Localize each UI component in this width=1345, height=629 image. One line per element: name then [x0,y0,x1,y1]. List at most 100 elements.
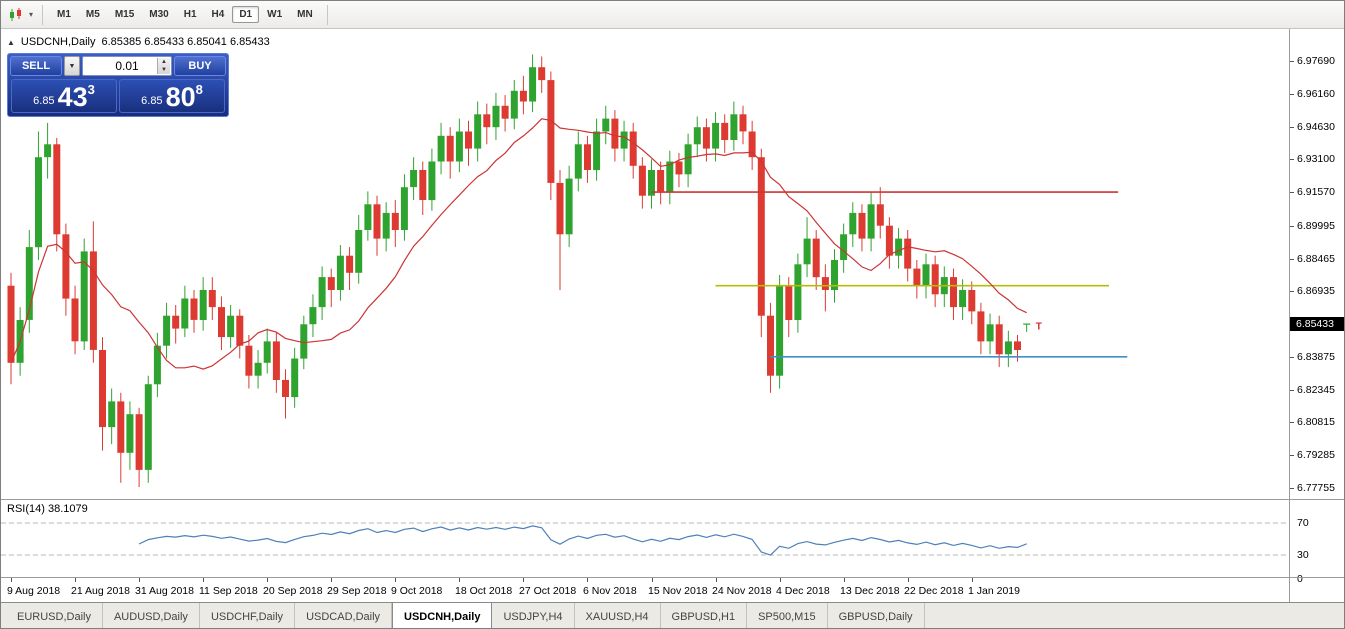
sell-price-pips: 43 [57,82,88,112]
sell-price-pipette: 3 [87,82,95,97]
buy-price-main: 6.85 [141,95,163,107]
date-axis-tick [11,578,12,582]
timeframe-buttons: M1 M5 M15 M30 H1 H4 D1 W1 MN [50,6,320,23]
date-axis-label: 21 Aug 2018 [71,585,130,597]
date-axis-tick [267,578,268,582]
volume-spinner[interactable]: ▲ ▼ [157,58,170,74]
timeframe-toolbar: ▾ M1 M5 M15 M30 H1 H4 D1 W1 MN [1,1,1344,29]
price-axis-tick [1290,455,1294,456]
toolbar-separator [326,4,328,25]
chart-tab-9-gbpusd-daily[interactable]: GBPUSD,Daily [828,603,925,628]
chart-tab-2-usdchf-daily[interactable]: USDCHF,Daily [200,603,296,628]
date-axis-tick [139,578,140,582]
price-axis-label: 6.79285 [1297,449,1335,461]
sell-price-main: 6.85 [33,95,55,107]
date-axis-label: 9 Aug 2018 [7,585,61,597]
sell-price-button[interactable]: 6.85 43 3 [11,79,117,113]
chart-header: ▲ USDCNH,Daily 6.85385 6.85433 6.85041 6… [7,36,270,48]
price-axis-label: 6.77755 [1297,482,1335,494]
price-axis-tick [1290,390,1294,391]
trade-marker[interactable]: T [1036,321,1042,332]
candlestick-icon [10,7,21,21]
volume-value: 0.01 [115,59,139,73]
date-axis-label: 4 Dec 2018 [776,585,830,597]
price-axis-tick [1290,488,1294,489]
price-axis-tick [1290,61,1294,62]
date-axis-label: 22 Dec 2018 [904,585,964,597]
spinner-down-icon[interactable]: ▼ [161,67,167,73]
date-axis-tick [203,578,204,582]
chart-tab-4-usdcnh-daily[interactable]: USDCNH,Daily [392,603,493,628]
buy-price-button[interactable]: 6.85 80 8 [119,79,225,113]
one-click-collapse-icon[interactable]: ▲ [7,37,15,47]
candles [7,54,1031,487]
price-axis-tick [1290,226,1294,227]
date-axis-tick [972,578,973,582]
chart-tab-6-xauusd-h4[interactable]: XAUUSD,H4 [575,603,661,628]
rsi-panel[interactable]: RSI(14) 38.1079 [1,500,1289,577]
date-axis-tick [395,578,396,582]
timeframe-button-w1[interactable]: W1 [267,9,283,20]
price-axis-label: 6.86935 [1297,285,1335,297]
toolbar-separator [42,4,44,25]
timeframe-button-mn[interactable]: MN [297,9,313,20]
volume-input[interactable]: 0.01 ▲ ▼ [82,56,172,76]
date-axis[interactable]: 9 Aug 2018 21 Aug 2018 31 Aug 2018 11 Sep 2… [1,578,1289,602]
chart-tab-5-usdjpy-h4[interactable]: USDJPY,H4 [492,603,575,628]
sell-button[interactable]: SELL [10,56,62,76]
date-axis-label: 27 Oct 2018 [519,585,577,597]
date-axis-tick [716,578,717,582]
rsi-indicator-label: RSI(14) 38.1079 [7,503,88,515]
chart-tab-1-audusd-daily[interactable]: AUDUSD,Daily [103,603,200,628]
chart-tab-7-gbpusd-h1[interactable]: GBPUSD,H1 [661,603,748,628]
timeframe-button-m30[interactable]: M30 [149,9,169,20]
timeframe-button-m1[interactable]: M1 [57,9,71,20]
rsi-chart-canvas[interactable] [1,500,1289,577]
date-axis-label: 18 Oct 2018 [455,585,513,597]
chart-tab-0-eurusd-daily[interactable]: EURUSD,Daily [6,603,103,628]
buy-price-pips: 80 [165,82,196,112]
date-axis-tick [459,578,460,582]
buy-button[interactable]: BUY [174,56,226,76]
spinner-up-icon[interactable]: ▲ [161,59,167,65]
price-chart-canvas[interactable]: T [1,29,1289,499]
chart-style-icon[interactable] [5,5,27,25]
chart-tab-3-usdcad-daily[interactable]: USDCAD,Daily [295,603,393,628]
price-axis-label: 6.89995 [1297,220,1335,232]
price-axis-label: 6.80815 [1297,416,1335,428]
pane-splitter[interactable] [1,499,1344,500]
rsi-axis-label: 70 [1297,517,1309,529]
price-axis-label: 6.94630 [1297,121,1335,133]
chart-symbol-label: USDCNH,Daily [20,36,96,48]
timeframe-button-h4[interactable]: H4 [211,9,225,20]
date-axis-label: 29 Sep 2018 [327,585,387,597]
price-axis-label: 6.96160 [1297,88,1335,100]
timeframe-button-m15[interactable]: M15 [114,9,135,20]
date-axis-label: 6 Nov 2018 [583,585,637,597]
price-axis-tick [1290,94,1294,95]
price-axis-tick [1290,127,1294,128]
date-axis-tick [908,578,909,582]
chart-tab-8-sp500-m15[interactable]: SP500,M15 [747,603,828,628]
timeframe-button-d1[interactable]: D1 [232,6,260,23]
date-axis-tick [331,578,332,582]
volume-dropdown-button[interactable]: ▼ [64,56,80,76]
chart-style-dropdown-icon[interactable]: ▾ [29,10,34,19]
timeframe-button-h1[interactable]: H1 [183,9,197,20]
price-axis-label: 6.83875 [1297,351,1335,363]
price-axis-label: 6.93100 [1297,153,1335,165]
current-price-label: 6.85433 [1290,317,1344,331]
date-axis-label: 20 Sep 2018 [263,585,323,597]
price-axis[interactable]: 6.97690 6.96160 6.94630 6.93100 6.91570 6.899… [1289,29,1344,602]
timeframe-button-m5[interactable]: M5 [85,9,100,20]
date-axis-label: 9 Oct 2018 [391,585,443,597]
price-axis-tick [1290,357,1294,358]
date-axis-tick [523,578,524,582]
date-axis-label: 11 Sep 2018 [199,585,258,597]
rsi-axis-label: 30 [1297,549,1309,561]
price-chart-pane[interactable]: T ▲ USDCNH,Daily 6.85385 6.85433 6.85041… [1,29,1289,499]
date-axis-tick [780,578,781,582]
price-axis-label: 6.97690 [1297,55,1335,67]
price-axis-label: 6.88465 [1297,253,1335,265]
